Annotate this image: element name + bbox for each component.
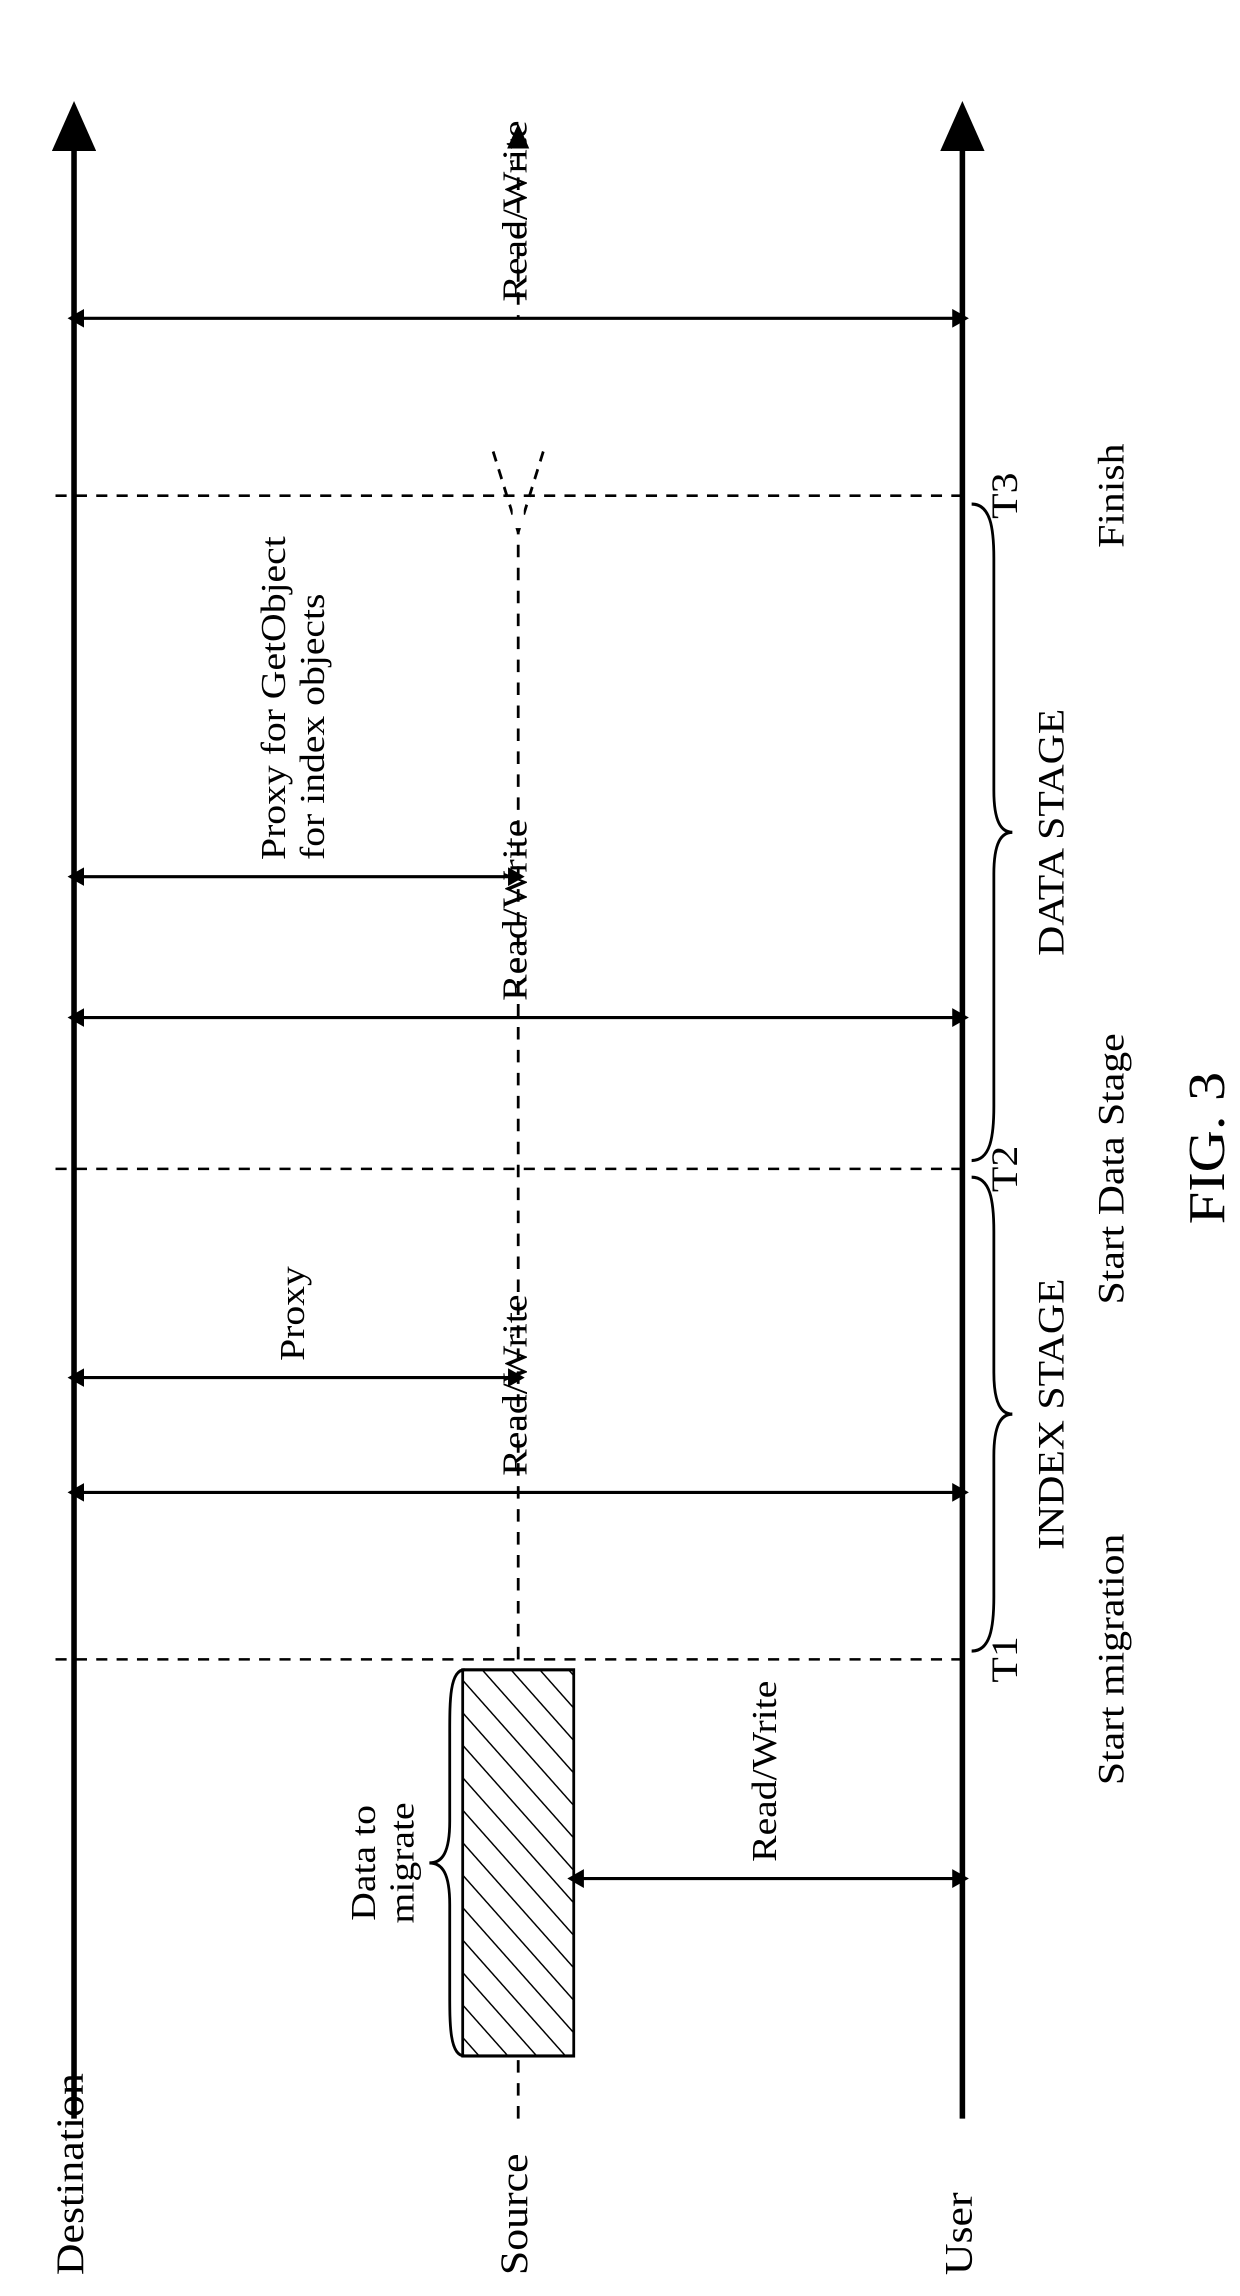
timeline-label-destination: Destination [48,2073,91,2275]
interaction-px1: Proxy [81,1266,510,1378]
interaction-label-px2: Proxy for GetObjectfor index objects [255,536,332,860]
time-marker-sublabel-T1: Start migration [1091,1533,1132,1785]
data-to-migrate-box: Data tomigrate [344,1670,573,2056]
figure-caption: FIG. 3 [1178,1072,1235,1225]
timeline-label-user: User [937,2192,980,2275]
time-marker-sublabel-T2: Start Data Stage [1091,1033,1132,1304]
timeline-destination: Destination [48,146,91,2275]
time-marker-label-T3: T3 [984,473,1025,519]
interaction-rw0: Read/Write [581,1681,955,1879]
stage-index: INDEX STAGE [972,1177,1072,1651]
stage-data: DATA STAGE [972,504,1072,1160]
interaction-label-rw0: Read/Write [746,1681,784,1862]
interaction-rw2: Read/Write [81,820,955,1018]
timeline-user: User [937,146,980,2275]
time-marker-sublabel-T3: Finish [1091,443,1132,548]
time-marker-label-T2: T2 [984,1146,1025,1192]
stage-label-data: DATA STAGE [1031,709,1072,956]
time-marker-T3: T3 Finish [56,443,1132,548]
interaction-rw3: Read/Write [81,120,955,318]
interaction-label-px1: Proxy [274,1266,312,1361]
data-to-migrate-label: Data tomigrate [344,1802,421,1923]
time-marker-T2: T2 Start Data Stage [56,1033,1132,1304]
time-marker-T1: T1 Start migration [56,1533,1132,1785]
time-marker-label-T1: T1 [984,1636,1025,1682]
stage-label-index: INDEX STAGE [1031,1278,1072,1549]
interaction-label-rw3: Read/Write [496,120,534,301]
timeline-label-source: Source [492,2153,535,2275]
interaction-label-rw1: Read/Write [496,1295,534,1476]
interaction-px2: Proxy for GetObjectfor index objects [81,536,510,877]
interaction-rw1: Read/Write [81,1295,955,1493]
interaction-label-rw2: Read/Write [496,820,534,1001]
